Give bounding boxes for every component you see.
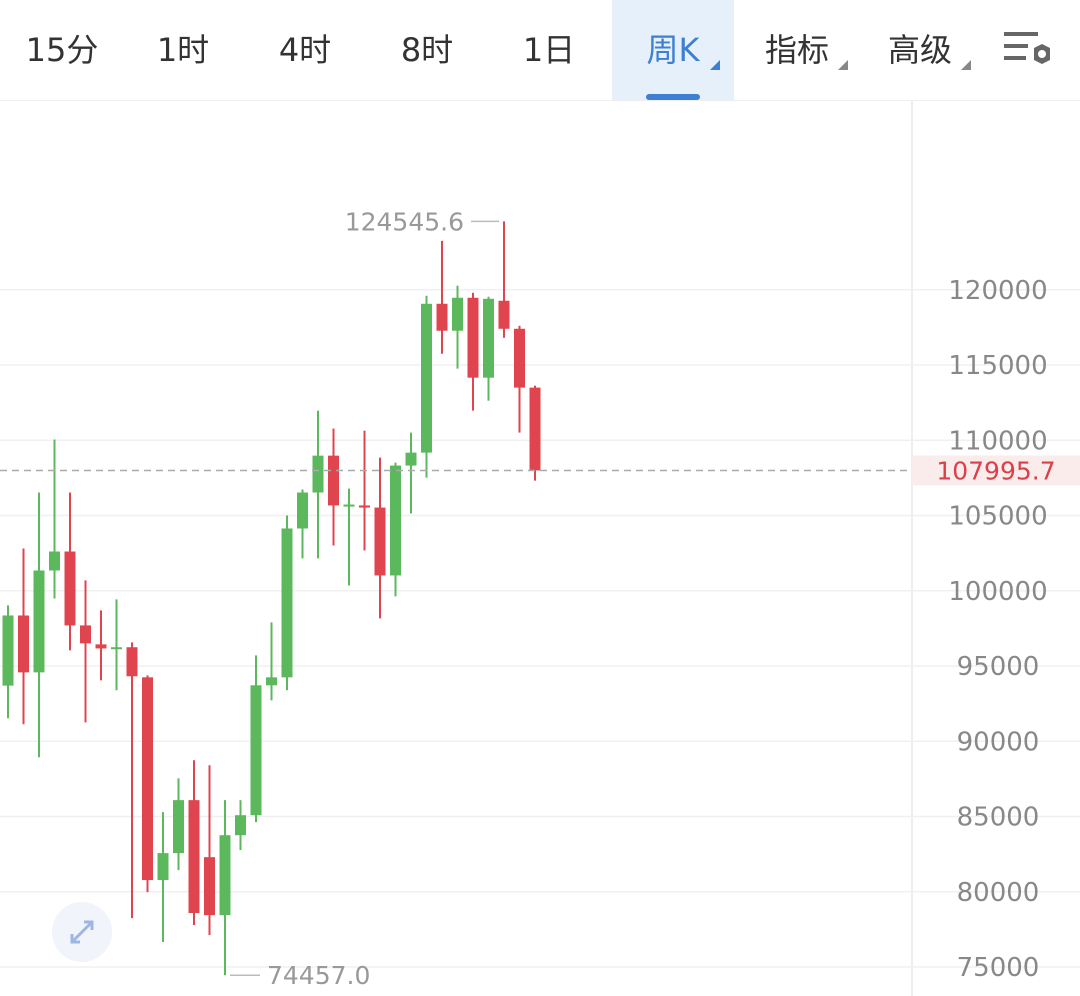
candle-body [405,452,417,466]
candle-body [514,328,525,388]
candle-body [219,835,231,916]
y-tick-label: 95000 [957,652,1040,682]
y-tick-label: 120000 [948,276,1047,306]
candle-body [235,815,246,836]
candle-body [359,505,370,508]
candle-body [467,297,479,378]
y-tick-label: 85000 [957,803,1040,833]
candle-body [498,300,510,329]
candle-body [436,303,448,331]
y-tick-label: 75000 [957,953,1040,983]
tab[interactable]: 4时 [278,31,332,69]
y-tick-label: 110000 [948,426,1047,456]
candle-body [173,800,184,854]
candle-body [281,528,293,678]
candle-body [111,647,122,650]
expand-button[interactable] [52,902,112,962]
candle-body [126,647,138,677]
dropdown-arrow [838,60,848,70]
candle-body [529,387,541,471]
tab[interactable]: 8时 [400,31,454,69]
candle-body [33,570,45,673]
dropdown-arrow [961,60,971,70]
candle-body [49,551,60,571]
y-tick-label: 105000 [948,502,1047,532]
candle-body [328,455,339,506]
tab[interactable]: 高级 [887,31,952,69]
candle-body [64,551,76,626]
tab[interactable]: 指标 [764,31,829,69]
dropdown-arrow [710,60,720,70]
candle-body [2,615,14,686]
candle-body [250,685,262,816]
last-price-box [912,455,1080,486]
candle-body [297,492,308,529]
tab[interactable]: 15分 [25,31,99,69]
y-tick-label: 100000 [948,577,1047,607]
candle-body [421,303,432,453]
high-label: 124545.6 [345,207,464,236]
y-tick-label: 115000 [948,351,1047,381]
candle-body [452,297,463,331]
low-label: 74457.0 [267,961,370,990]
candle-body [374,507,386,576]
candle-body [142,677,153,881]
candle-body [483,298,494,378]
candle-body [204,857,215,916]
candle-body [18,615,29,673]
last-price-label: 107995.7 [936,456,1055,485]
tab-active[interactable]: 周K [612,0,734,100]
candle-body [157,853,169,881]
candle-body [188,800,200,914]
y-tick-label: 80000 [957,878,1040,908]
settings-icon[interactable] [1004,30,1056,72]
tab[interactable]: 1日 [522,31,576,69]
y-tick-label: 90000 [957,727,1040,757]
candle-body [390,465,401,576]
candle-body [95,644,107,649]
candle-body [80,625,91,644]
tab[interactable]: 1时 [156,31,210,69]
candle-body [343,504,355,507]
candle-body [312,455,324,493]
toolbar: 15分 1时 4时 8时 1日 周K 指标 高级 [0,0,1080,101]
candle-body [266,677,277,686]
